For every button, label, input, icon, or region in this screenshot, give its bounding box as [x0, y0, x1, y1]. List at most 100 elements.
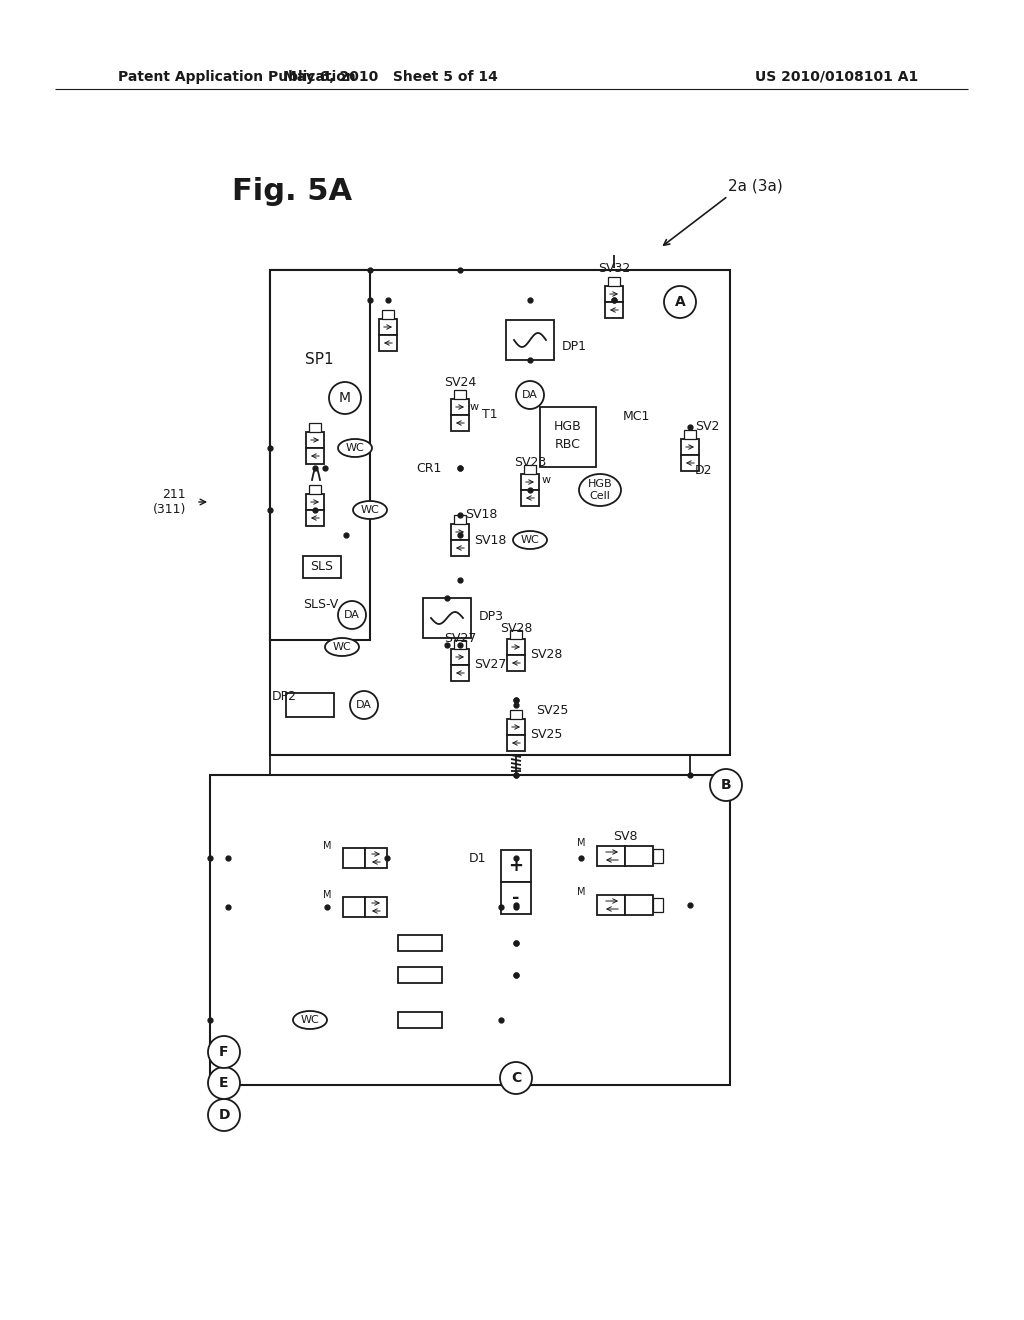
Bar [379, 319, 397, 335]
Text: A: A [675, 294, 685, 309]
Text: SLS: SLS [310, 561, 334, 573]
Text: D1: D1 [469, 851, 486, 865]
Bar [653, 849, 663, 863]
Circle shape [710, 770, 742, 801]
Circle shape [664, 286, 696, 318]
Bar [605, 302, 623, 318]
Circle shape [208, 1036, 240, 1068]
Text: HGB
Cell: HGB Cell [588, 479, 612, 500]
Bar [306, 510, 324, 525]
Text: May 6, 2010   Sheet 5 of 14: May 6, 2010 Sheet 5 of 14 [283, 70, 498, 84]
Text: C: C [511, 1071, 521, 1085]
Text: SV24: SV24 [443, 375, 476, 388]
Bar [303, 556, 341, 578]
Text: WC: WC [301, 1015, 319, 1026]
Circle shape [329, 381, 361, 414]
Text: SV25: SV25 [530, 729, 562, 742]
Text: SP1: SP1 [305, 352, 334, 367]
Bar [398, 968, 442, 983]
Text: M: M [339, 391, 351, 405]
Bar [270, 271, 370, 640]
Bar [597, 846, 625, 866]
Bar [521, 474, 539, 490]
Bar [506, 319, 554, 360]
Text: 211
(311): 211 (311) [153, 488, 186, 516]
Bar [524, 465, 536, 474]
Text: DP1: DP1 [562, 339, 587, 352]
Bar [540, 407, 596, 467]
Bar [306, 432, 324, 447]
Text: SV2: SV2 [695, 421, 720, 433]
Text: SV8: SV8 [612, 829, 637, 842]
Text: WC: WC [346, 444, 365, 453]
Text: M: M [323, 841, 331, 851]
Bar [507, 735, 525, 751]
Bar [507, 639, 525, 655]
Ellipse shape [353, 502, 387, 519]
Text: DA: DA [356, 700, 372, 710]
Text: SV18: SV18 [474, 533, 507, 546]
Text: WC: WC [333, 642, 351, 652]
Bar [605, 286, 623, 302]
Text: w: w [470, 403, 479, 412]
Text: F: F [219, 1045, 228, 1059]
Ellipse shape [513, 531, 547, 549]
Bar [597, 895, 625, 915]
Bar [365, 847, 387, 869]
Ellipse shape [293, 1011, 327, 1030]
Circle shape [208, 1100, 240, 1131]
Bar [653, 898, 663, 912]
Ellipse shape [325, 638, 359, 656]
Bar [451, 414, 469, 432]
Bar [507, 655, 525, 671]
Text: +: + [509, 857, 523, 875]
Text: SV18: SV18 [465, 508, 498, 521]
Text: WC: WC [360, 506, 379, 515]
Bar [454, 389, 466, 399]
Text: DP2: DP2 [272, 690, 297, 704]
Text: SV25: SV25 [536, 704, 568, 717]
Circle shape [338, 601, 366, 630]
Text: HGB: HGB [554, 421, 582, 433]
Text: Patent Application Publication: Patent Application Publication [118, 70, 355, 84]
Bar [454, 640, 466, 649]
Text: SV23: SV23 [514, 455, 546, 469]
Bar [309, 422, 321, 432]
Text: E: E [219, 1076, 228, 1090]
Bar [501, 850, 531, 882]
Bar [451, 540, 469, 556]
Bar [451, 399, 469, 414]
Bar [684, 430, 696, 440]
Text: SLS-V: SLS-V [303, 598, 338, 611]
Bar [306, 447, 324, 465]
Text: DA: DA [344, 610, 360, 620]
Bar [423, 598, 471, 638]
Text: DA: DA [522, 389, 538, 400]
Text: RBC: RBC [555, 438, 581, 451]
Text: D2: D2 [695, 463, 713, 477]
Text: B: B [721, 777, 731, 792]
Bar [681, 455, 699, 471]
Text: w: w [542, 475, 551, 484]
Bar [451, 649, 469, 665]
Bar [398, 935, 442, 950]
Bar [681, 440, 699, 455]
Bar [451, 524, 469, 540]
Bar [286, 693, 334, 717]
Text: US 2010/0108101 A1: US 2010/0108101 A1 [755, 70, 919, 84]
Bar [625, 895, 653, 915]
Circle shape [350, 690, 378, 719]
Circle shape [516, 381, 544, 409]
Bar [521, 490, 539, 506]
Bar [309, 484, 321, 494]
Bar [210, 775, 730, 1085]
Text: SV27: SV27 [443, 631, 476, 644]
Text: M: M [323, 890, 331, 900]
Text: DP3: DP3 [479, 610, 504, 623]
Text: -: - [512, 888, 520, 907]
Circle shape [500, 1063, 532, 1094]
Text: MC1: MC1 [623, 411, 650, 424]
Bar [510, 710, 522, 719]
Bar [365, 898, 387, 917]
Bar [625, 846, 653, 866]
